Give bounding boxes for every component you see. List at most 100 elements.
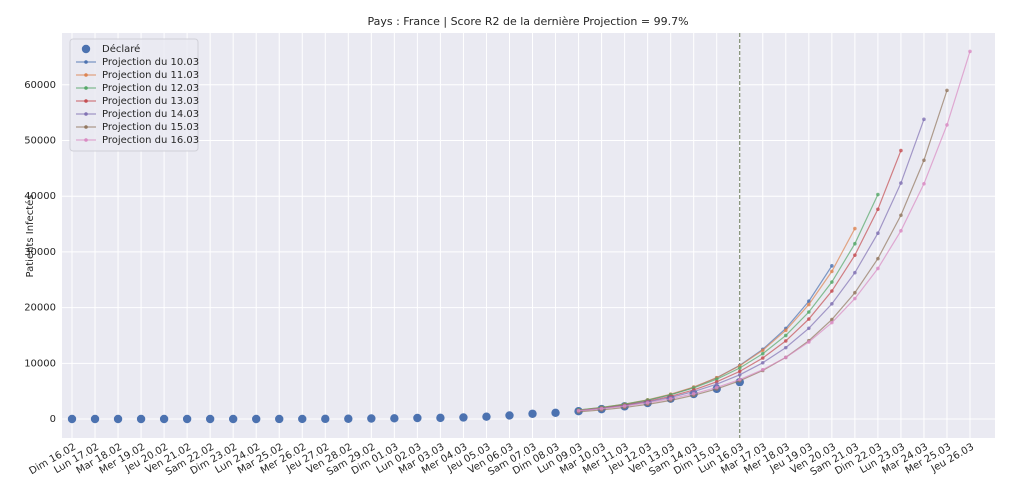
legend-swatch [84, 99, 88, 103]
point [922, 117, 926, 122]
point [876, 192, 880, 197]
point [853, 241, 857, 246]
point [205, 414, 215, 424]
point [390, 414, 399, 423]
legend-swatch [84, 73, 88, 77]
point [760, 360, 765, 365]
point [899, 148, 903, 153]
point [876, 207, 880, 212]
y-tick-label: 60000 [24, 80, 56, 91]
point [760, 348, 765, 353]
legend-swatch [84, 86, 88, 90]
legend-swatch [84, 60, 88, 64]
point [853, 296, 857, 301]
point [551, 408, 560, 417]
point [505, 411, 514, 420]
point [853, 226, 857, 231]
point [599, 406, 604, 411]
point [344, 414, 353, 423]
point [783, 345, 788, 350]
point [853, 290, 857, 295]
point [760, 356, 765, 360]
legend-label: Déclaré [102, 43, 140, 55]
point [830, 269, 834, 274]
point [760, 367, 765, 372]
legend-label: Projection du 14.03 [102, 109, 199, 120]
point [807, 317, 811, 321]
legend-swatch [84, 112, 88, 116]
y-tick-label: 40000 [24, 191, 56, 202]
point [737, 366, 742, 370]
series-line [578, 51, 971, 412]
point [275, 414, 284, 424]
point [159, 414, 169, 424]
point [576, 408, 581, 413]
point [922, 158, 926, 163]
point [714, 385, 719, 390]
point [807, 310, 811, 314]
point [783, 355, 788, 360]
legend-label: Projection du 16.03 [102, 135, 199, 146]
legend-label: Projection du 15.03 [102, 122, 199, 133]
point [830, 302, 834, 306]
point [668, 397, 673, 401]
point [899, 229, 903, 233]
y-tick-label: 50000 [24, 136, 56, 147]
point [830, 289, 834, 293]
point [899, 181, 903, 185]
series-line [578, 119, 925, 412]
point [321, 414, 330, 424]
point [807, 326, 811, 331]
point [922, 181, 926, 186]
point [436, 413, 445, 423]
legend-box [69, 38, 199, 152]
point [830, 320, 834, 325]
point [807, 302, 811, 307]
point [945, 88, 949, 93]
point [876, 266, 880, 271]
point [760, 351, 765, 356]
point [228, 414, 238, 424]
legend-label: Projection du 13.03 [102, 96, 199, 107]
point [459, 413, 468, 422]
point [876, 256, 880, 261]
point [737, 377, 742, 382]
point [945, 123, 949, 127]
point [714, 377, 719, 381]
point [830, 317, 834, 322]
y-tick-label: 20000 [24, 303, 56, 314]
point [691, 391, 696, 396]
point [968, 49, 972, 54]
point [876, 231, 880, 236]
point [714, 382, 719, 386]
point [807, 299, 811, 304]
legend-swatch [81, 44, 91, 54]
point [830, 280, 834, 284]
point [67, 414, 77, 424]
point [853, 270, 857, 275]
point [830, 264, 834, 268]
point [807, 340, 811, 344]
y-tick-label: 30000 [24, 247, 56, 258]
point [113, 414, 123, 424]
point [645, 401, 650, 405]
point [90, 414, 100, 424]
legend-swatch [84, 138, 88, 142]
legend-label: Projection du 11.03 [102, 70, 199, 81]
point [528, 409, 537, 418]
point [413, 413, 422, 423]
point [298, 414, 307, 424]
point [622, 404, 627, 408]
point [252, 414, 261, 424]
legend-swatch [84, 125, 88, 129]
chart-title: Pays : France | Score R2 de la dernière … [367, 15, 688, 28]
plot-area [62, 33, 995, 438]
point [482, 412, 491, 421]
y-tick-label: 10000 [24, 358, 56, 369]
point [182, 414, 192, 424]
legend-label: Projection du 10.03 [102, 57, 199, 68]
point [853, 253, 857, 257]
point [783, 339, 788, 343]
point [367, 414, 376, 423]
